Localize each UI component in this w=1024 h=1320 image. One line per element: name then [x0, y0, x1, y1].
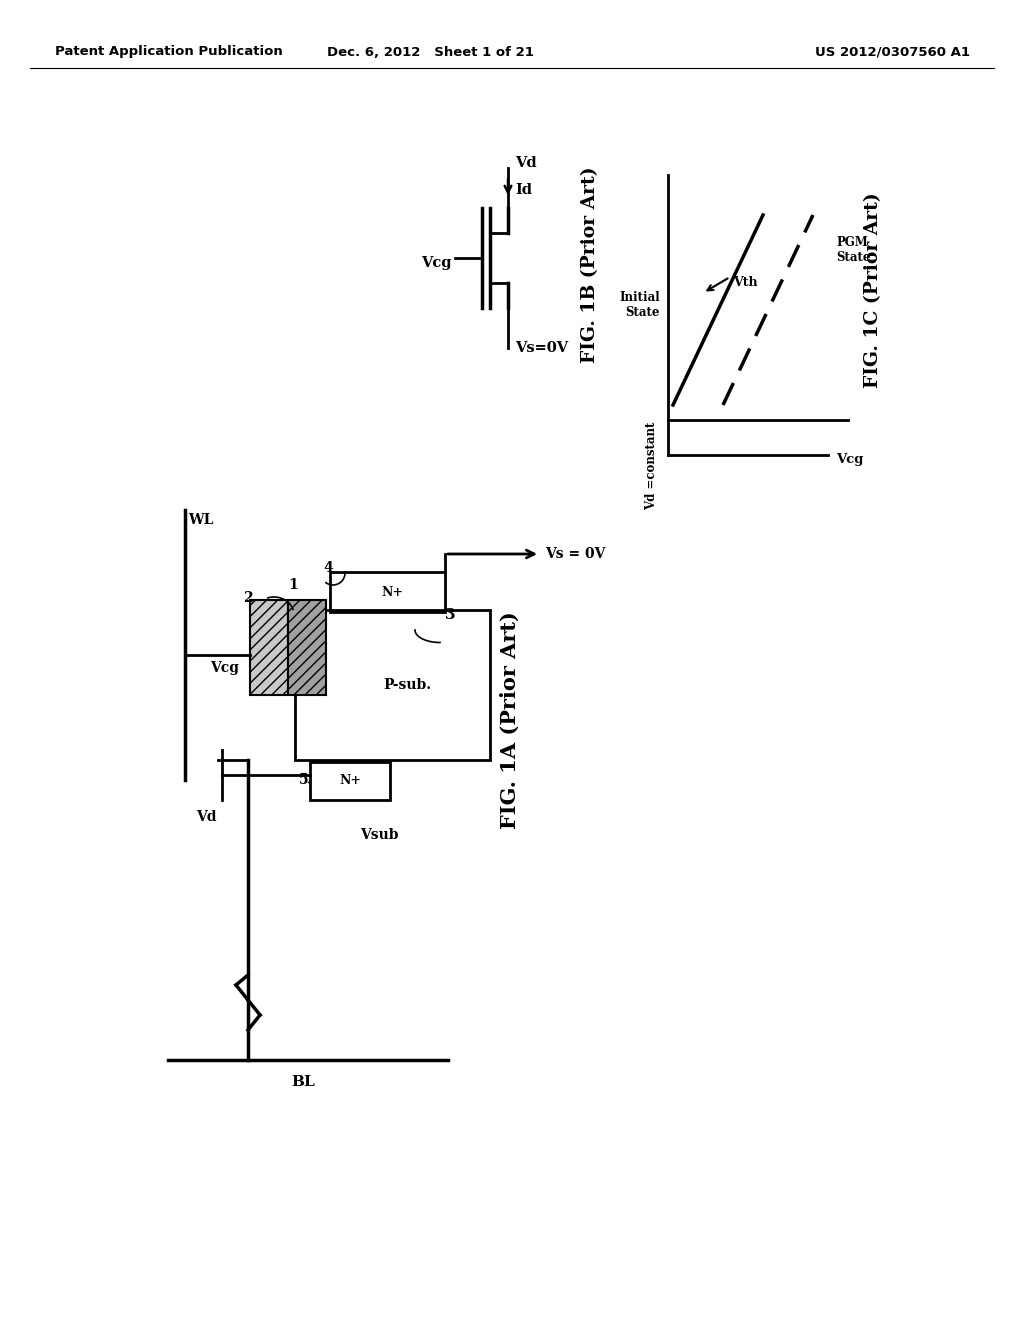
Text: Vcg: Vcg	[422, 256, 452, 271]
Text: Vd =constant: Vd =constant	[645, 422, 658, 511]
Text: Vcg: Vcg	[836, 454, 863, 466]
Bar	[330, 572, 445, 612]
Text: P-sub.: P-sub.	[383, 678, 431, 692]
Text: Vth: Vth	[733, 276, 758, 289]
Text: 5: 5	[298, 774, 308, 787]
Bar	[295, 610, 490, 760]
Text: WL: WL	[188, 513, 213, 527]
Text: BL: BL	[291, 1074, 314, 1089]
Text: PGM
State: PGM State	[836, 236, 870, 264]
Text: 4: 4	[324, 561, 333, 576]
Bar	[310, 762, 390, 800]
Text: Vd: Vd	[197, 810, 217, 824]
Text: 3: 3	[445, 609, 456, 622]
Text: Vcg: Vcg	[210, 661, 239, 675]
Text: Vs=0V: Vs=0V	[515, 341, 568, 355]
Text: Vs = 0V: Vs = 0V	[545, 546, 605, 561]
Text: FIG. 1B (Prior Art): FIG. 1B (Prior Art)	[581, 166, 599, 363]
Text: Vsub: Vsub	[360, 828, 398, 842]
Text: Id: Id	[515, 183, 532, 197]
Text: N+: N+	[381, 586, 403, 598]
Text: Initial
State: Initial State	[620, 290, 660, 319]
Text: 1: 1	[288, 578, 298, 591]
Text: US 2012/0307560 A1: US 2012/0307560 A1	[815, 45, 970, 58]
Text: FIG. 1A (Prior Art): FIG. 1A (Prior Art)	[500, 611, 520, 829]
Text: N+: N+	[339, 775, 361, 788]
Text: 2: 2	[244, 591, 253, 605]
Bar	[250, 601, 288, 696]
Text: Patent Application Publication: Patent Application Publication	[55, 45, 283, 58]
Text: FIG. 1C (Prior Art): FIG. 1C (Prior Art)	[864, 193, 882, 388]
Bar	[288, 601, 326, 696]
Text: Dec. 6, 2012   Sheet 1 of 21: Dec. 6, 2012 Sheet 1 of 21	[327, 45, 534, 58]
Text: Vd: Vd	[515, 156, 537, 170]
